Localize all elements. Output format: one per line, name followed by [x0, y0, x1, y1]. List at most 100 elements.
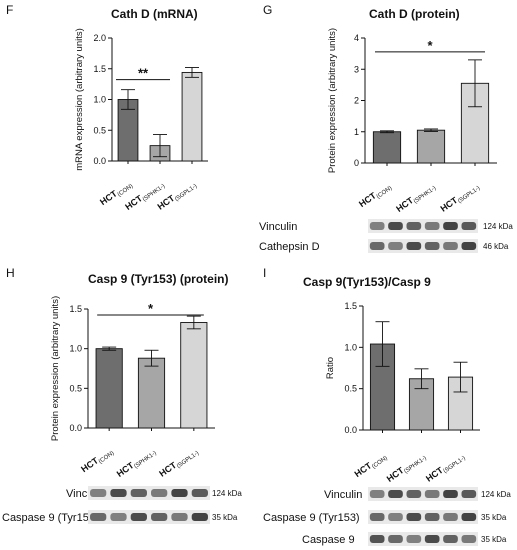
- blot-kda-label: 46 kDa: [483, 242, 509, 251]
- blot-kda-label: 124 kDa: [212, 489, 242, 498]
- blot-band: [151, 513, 168, 521]
- blot-strip: [88, 510, 210, 524]
- blot-band: [406, 535, 422, 543]
- blot-band: [388, 535, 403, 543]
- blot-label: Caspase 9 (Tyr153): [2, 512, 99, 524]
- blot-strip: [88, 486, 210, 500]
- blot-band: [443, 242, 458, 250]
- blot-strip: [368, 487, 478, 501]
- y-tick-label: 0.0: [69, 423, 82, 433]
- blot-band: [369, 222, 385, 230]
- significance-label: **: [138, 66, 149, 81]
- x-tick-label-sub: (CON): [98, 450, 116, 465]
- y-axis-label: Protein expression (arbitrary units): [50, 296, 61, 441]
- blot-band: [90, 489, 107, 497]
- blot-band: [191, 513, 208, 521]
- bar: [372, 131, 402, 164]
- y-tick-label: 1.0: [69, 344, 82, 354]
- blot-label: Vinculin: [324, 489, 362, 501]
- y-tick-label: 1.5: [344, 301, 357, 311]
- blot-band: [110, 513, 127, 521]
- significance-label: *: [148, 301, 154, 316]
- blot-band: [388, 490, 403, 498]
- blot-band: [443, 222, 458, 230]
- blot-label: Vinculin: [259, 221, 297, 233]
- bar: [180, 322, 208, 429]
- x-tick-label: HCT(SPHK1-): [385, 450, 428, 485]
- blot-band: [424, 535, 440, 543]
- blot-band: [90, 513, 107, 521]
- blot-band: [443, 535, 458, 543]
- blot-band: [388, 222, 403, 230]
- x-tick-label-main: HCT: [424, 465, 445, 484]
- blot-band: [369, 490, 385, 498]
- bar: [95, 348, 123, 429]
- blot-band: [406, 490, 422, 498]
- x-tick-label-sub: (CON): [371, 455, 389, 470]
- blot-band: [110, 489, 127, 497]
- blot-label: Caspase 9 (Tyr153): [263, 512, 360, 524]
- blot-band: [461, 242, 477, 250]
- x-tick-label-main: HCT: [438, 195, 459, 214]
- x-tick-label: HCT(SGPL1-): [157, 445, 200, 480]
- blot-band: [461, 513, 477, 521]
- x-tick-label: HCT(SPHK1-): [115, 445, 158, 480]
- chart-title: Cath D (mRNA): [111, 7, 198, 21]
- y-tick-label: 3: [354, 64, 359, 74]
- x-tick-label-main: HCT: [385, 465, 406, 484]
- x-tick-label-sub: (SPHK1-): [133, 450, 157, 470]
- chart-title: Casp 9(Tyr153)/Casp 9: [303, 275, 431, 289]
- blot-band: [171, 513, 188, 521]
- blot-band: [388, 242, 403, 250]
- x-tick-label: HCT(SGPL1-): [424, 450, 467, 485]
- blot-band: [461, 490, 477, 498]
- x-tick-label-sub: (CON): [117, 183, 135, 198]
- bar: [137, 357, 166, 429]
- x-tick-label-main: HCT: [115, 460, 136, 479]
- blot-band: [424, 242, 440, 250]
- x-tick-label: HCT(SPHK1-): [394, 180, 437, 215]
- blot-strip: [368, 532, 478, 546]
- blot-label: Caspase 9: [302, 534, 355, 546]
- blot-band: [443, 513, 458, 521]
- x-tick-label-sub: (SGPL1-): [443, 455, 467, 474]
- x-tick-label-sub: (SGPL1-): [176, 450, 200, 469]
- blot-band: [369, 535, 385, 543]
- panel-letter: G: [263, 3, 272, 17]
- x-tick-label-sub: (SPHK1-): [413, 185, 437, 205]
- y-axis-label: Ratio: [325, 357, 336, 379]
- blot-band: [424, 222, 440, 230]
- y-tick-label: 2.0: [93, 33, 106, 43]
- y-tick-label: 0: [354, 158, 359, 168]
- x-tick-label-main: HCT: [155, 193, 176, 212]
- x-tick-label-main: HCT: [98, 188, 119, 207]
- blot-band: [461, 535, 477, 543]
- x-tick-label-main: HCT: [157, 460, 178, 479]
- blot-band: [406, 513, 422, 521]
- blot-band: [191, 489, 208, 497]
- chart-title: Cath D (protein): [369, 7, 460, 21]
- blot-kda-label: 35 kDa: [212, 513, 238, 522]
- x-tick-label-main: HCT: [79, 455, 100, 474]
- y-tick-label: 1.0: [93, 95, 106, 105]
- x-tick-label-sub: (CON): [376, 185, 394, 200]
- y-tick-label: 1.0: [344, 342, 357, 352]
- blot-band: [130, 489, 147, 497]
- blot-strip: [368, 219, 478, 233]
- panel-letter: F: [6, 3, 13, 17]
- blot-band: [406, 242, 422, 250]
- panel-h: H Casp 9 (Tyr153) (protein) 0.0 0.5 1.0 1.5 Pr…: [2, 266, 242, 524]
- bar: [181, 71, 203, 162]
- x-tick-label: HCT(CON): [79, 445, 115, 475]
- blot-band: [424, 490, 440, 498]
- blot-band: [369, 513, 385, 521]
- y-tick-label: 0.5: [344, 384, 357, 394]
- y-tick-label: 0.0: [344, 425, 357, 435]
- blot-band: [171, 489, 188, 497]
- y-axis-label: Protein expression (arbitrary units): [327, 28, 338, 173]
- y-tick-label: 2: [354, 96, 359, 106]
- x-tick-label: HCT(CON): [353, 450, 389, 480]
- panel-letter: H: [6, 266, 15, 280]
- panel-letter: I: [263, 266, 266, 280]
